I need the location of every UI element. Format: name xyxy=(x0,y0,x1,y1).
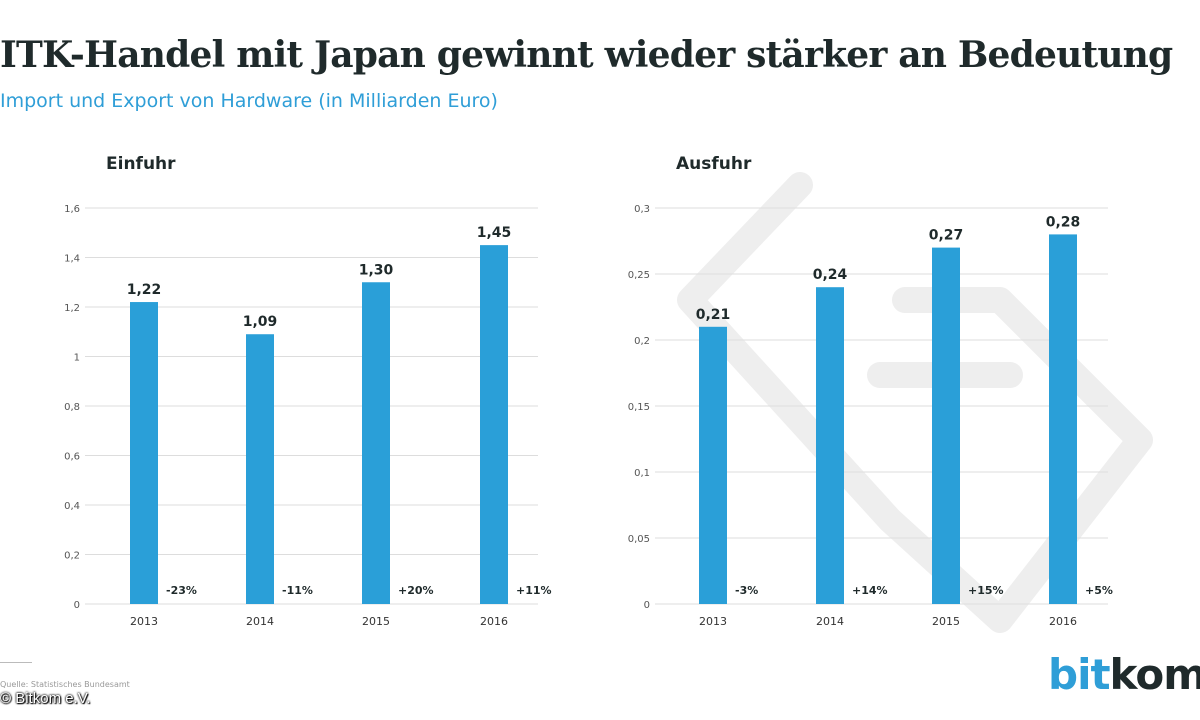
einfuhr-bar-2013 xyxy=(130,302,158,604)
ausfuhr-bar-2013 xyxy=(699,326,727,604)
einfuhr-value-label: 1,30 xyxy=(359,262,394,278)
ausfuhr-ytick-label: 0,25 xyxy=(628,270,650,281)
chart-title-ausfuhr: Ausfuhr xyxy=(676,154,752,174)
page-title: ITK-Handel mit Japan gewinnt wieder stär… xyxy=(0,34,1173,76)
einfuhr-value-label: 1,22 xyxy=(127,282,162,298)
einfuhr-bar-2014 xyxy=(246,334,274,604)
einfuhr-value-label: 1,45 xyxy=(477,225,512,241)
ausfuhr-xtick-label: 2014 xyxy=(816,615,844,628)
chart-title-einfuhr: Einfuhr xyxy=(106,154,176,174)
ausfuhr-change-label: +5% xyxy=(1085,584,1113,597)
page-subtitle: Import und Export von Hardware (in Milli… xyxy=(0,90,498,112)
einfuhr-change-label: +20% xyxy=(398,584,434,597)
einfuhr-ytick-label: 1,6 xyxy=(64,204,80,215)
einfuhr-xtick-label: 2016 xyxy=(480,615,508,628)
einfuhr-ytick-label: 0,6 xyxy=(64,452,80,463)
bitkom-logo: bitkom xyxy=(1048,650,1200,699)
einfuhr-xtick-label: 2015 xyxy=(362,615,390,628)
ausfuhr-bar-2014 xyxy=(816,287,844,604)
ausfuhr-ytick-label: 0,2 xyxy=(634,336,650,347)
einfuhr-ytick-label: 0,2 xyxy=(64,551,80,562)
ausfuhr-change-label: -3% xyxy=(735,584,758,597)
ausfuhr-ytick-label: 0,15 xyxy=(628,402,650,413)
ausfuhr-ytick-label: 0,05 xyxy=(628,534,650,545)
ausfuhr-value-label: 0,24 xyxy=(813,267,848,283)
source-note: Quelle: Statistisches Bundesamt xyxy=(0,680,130,689)
ausfuhr-bar-2016 xyxy=(1049,234,1077,604)
ausfuhr-xtick-label: 2015 xyxy=(932,615,960,628)
ausfuhr-value-label: 0,28 xyxy=(1046,214,1081,230)
einfuhr-ytick-label: 1 xyxy=(74,353,80,364)
einfuhr-ytick-label: 0,8 xyxy=(64,402,80,413)
einfuhr-ytick-label: 0,4 xyxy=(64,501,80,512)
ausfuhr-change-label: +14% xyxy=(852,584,888,597)
ausfuhr-value-label: 0,27 xyxy=(929,228,964,244)
source-divider xyxy=(0,662,32,663)
einfuhr-change-label: -11% xyxy=(282,584,313,597)
einfuhr-xtick-label: 2014 xyxy=(246,615,274,628)
copyright-notice: © Bitkom e.V. xyxy=(0,690,91,707)
einfuhr-value-label: 1,09 xyxy=(243,314,278,330)
einfuhr-ytick-label: 1,2 xyxy=(64,303,80,314)
einfuhr-ytick-label: 1,4 xyxy=(64,254,80,265)
ausfuhr-ytick-label: 0 xyxy=(644,600,650,611)
ausfuhr-xtick-label: 2016 xyxy=(1049,615,1077,628)
ausfuhr-xtick-label: 2013 xyxy=(699,615,727,628)
ausfuhr-bar-2015 xyxy=(932,247,960,604)
einfuhr-bar-2016 xyxy=(480,245,508,604)
ausfuhr-ytick-label: 0,1 xyxy=(634,468,650,479)
ausfuhr-value-label: 0,21 xyxy=(696,307,731,323)
einfuhr-ytick-label: 0 xyxy=(74,600,80,611)
einfuhr-bar-2015 xyxy=(362,282,390,604)
ausfuhr-change-label: +15% xyxy=(968,584,1004,597)
einfuhr-change-label: +11% xyxy=(516,584,552,597)
einfuhr-xtick-label: 2013 xyxy=(130,615,158,628)
ausfuhr-ytick-label: 0,3 xyxy=(634,204,650,215)
einfuhr-change-label: -23% xyxy=(166,584,197,597)
